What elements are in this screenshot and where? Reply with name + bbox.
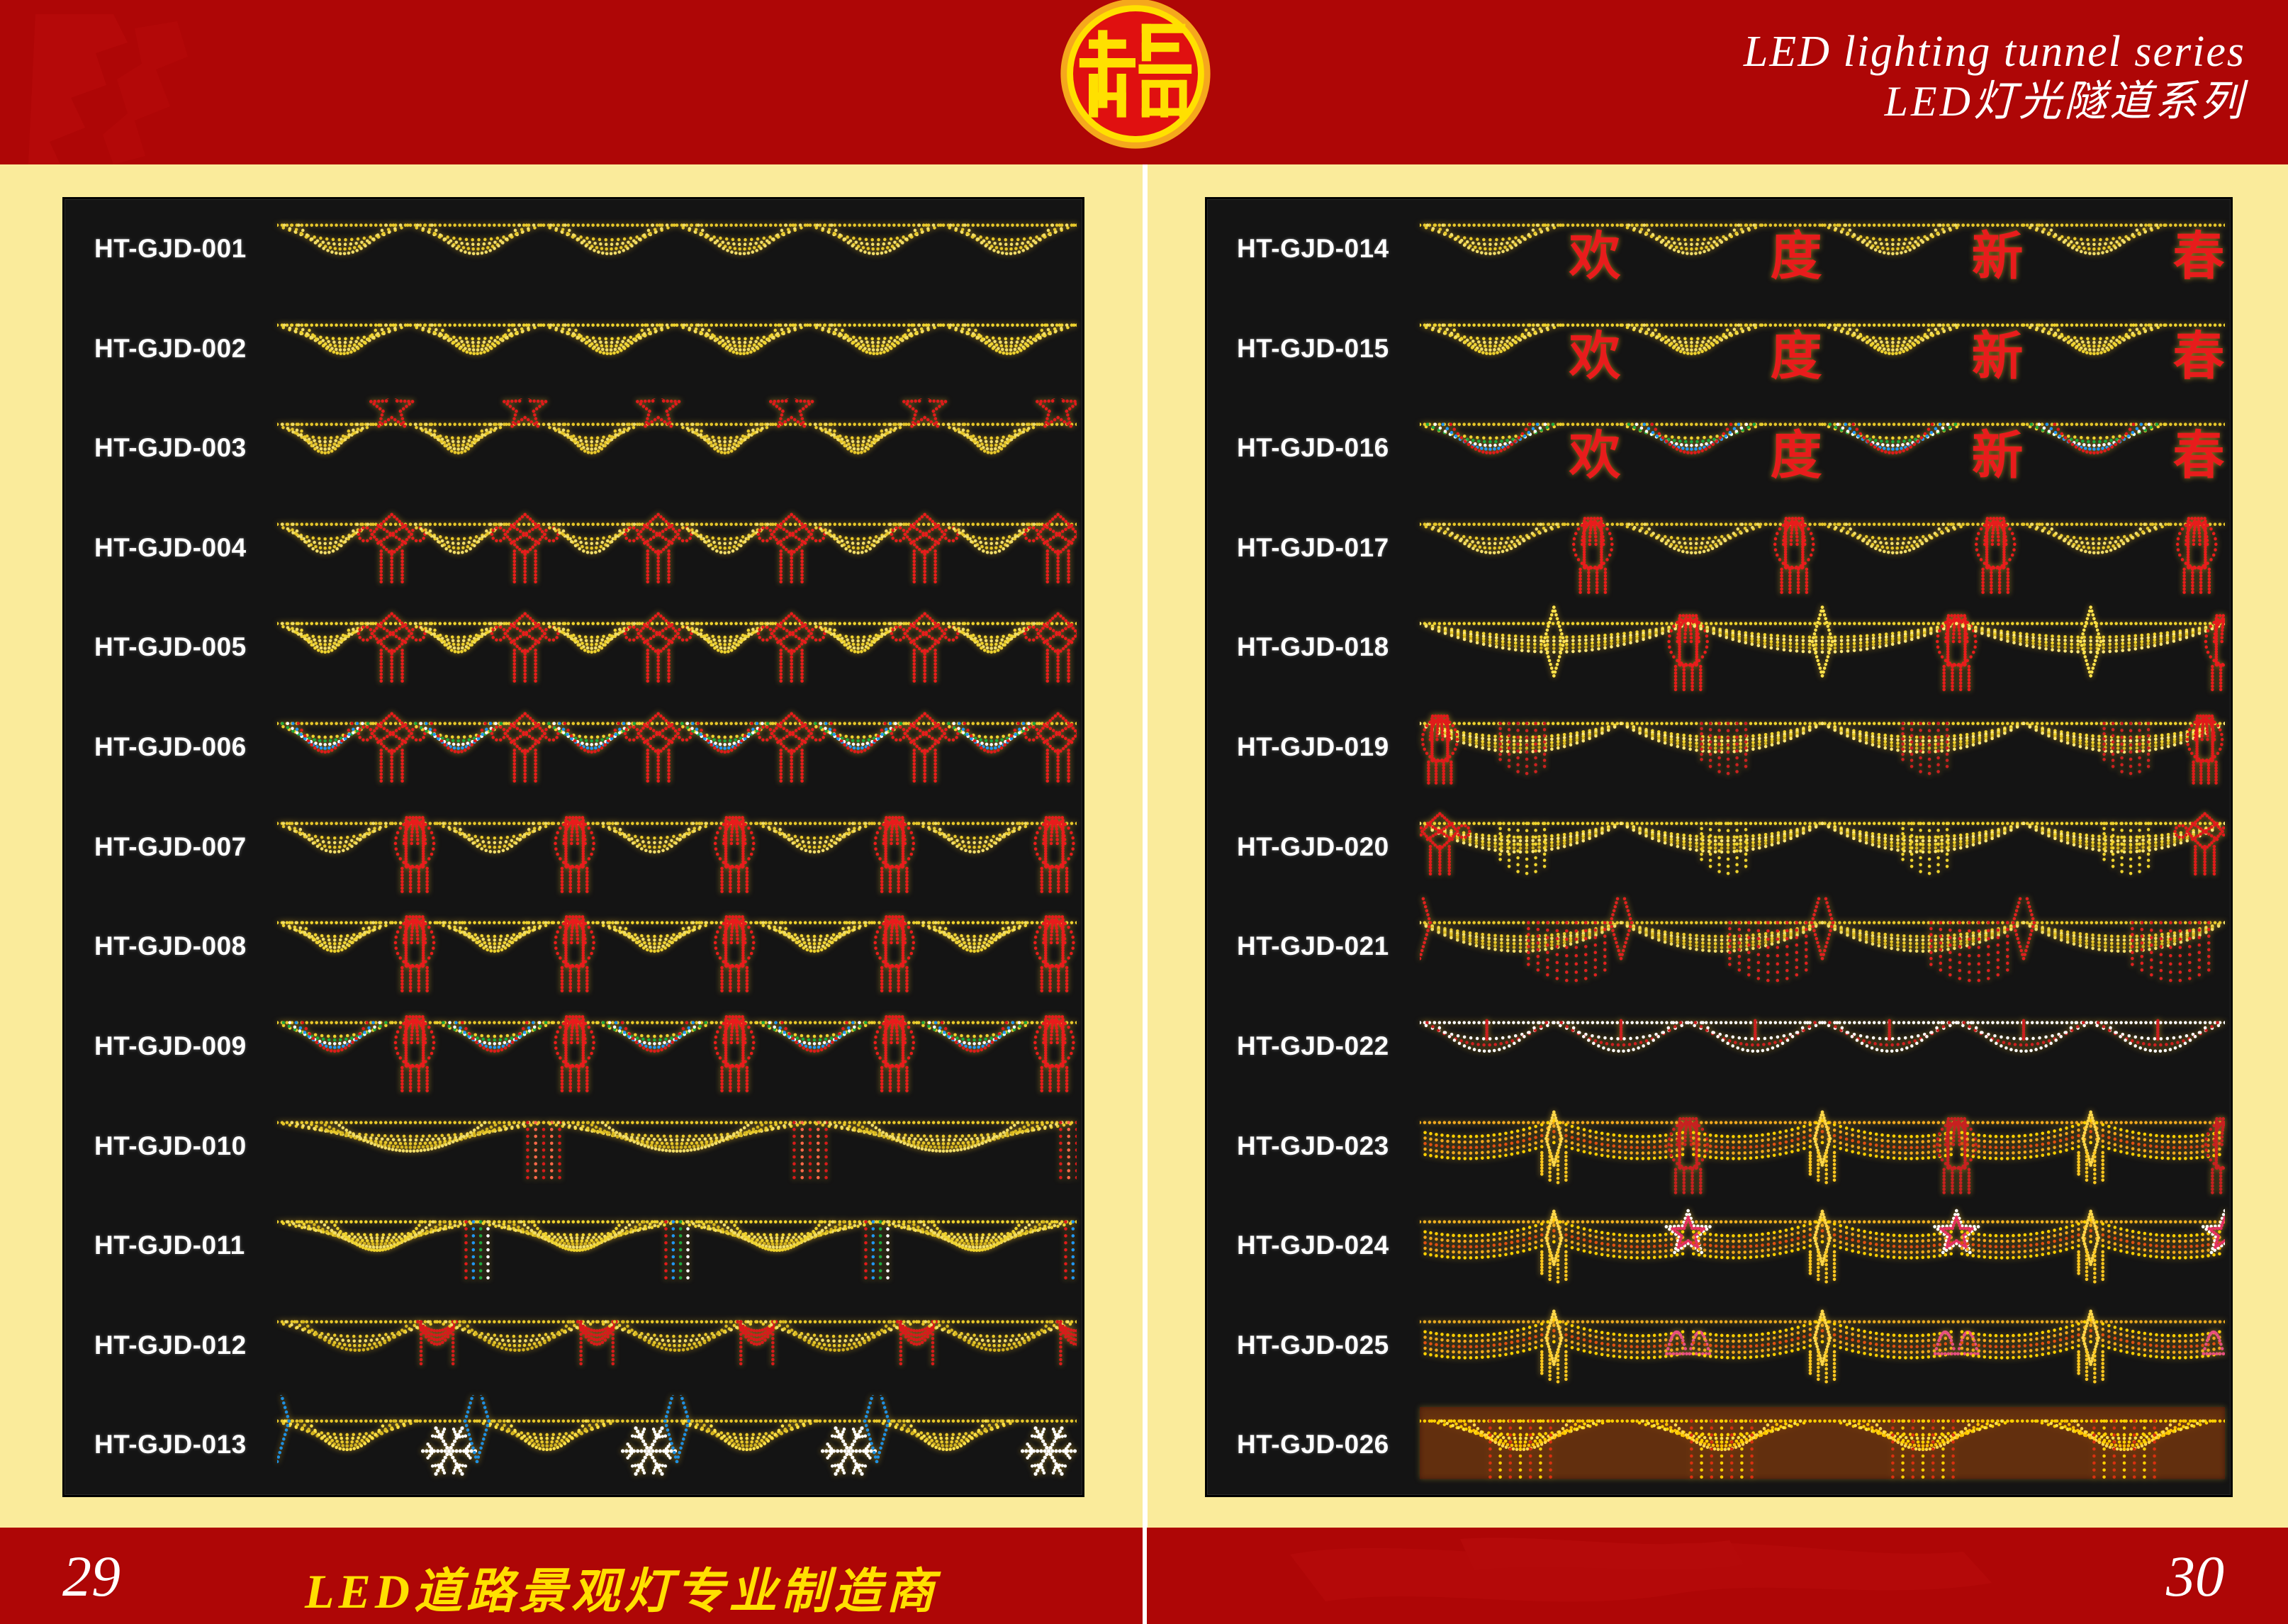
left-product-panel: HT-GJD-001 HT-GJD-002 HT-GJD-003 HT-GJD-004… xyxy=(62,197,1084,1497)
title-chinese: LED灯光隧道系列 xyxy=(1744,77,2245,125)
product-row[interactable]: HT-GJD-009 xyxy=(65,997,1082,1097)
product-row[interactable]: HT-GJD-023 xyxy=(1207,1097,2231,1197)
product-code: HT-GJD-022 xyxy=(1237,1031,1389,1061)
product-light-art xyxy=(275,698,1082,797)
product-light-art xyxy=(1418,698,2227,797)
product-row[interactable]: HT-GJD-016 欢度新春 xyxy=(1207,398,2231,498)
product-light-art xyxy=(275,997,1079,1097)
product-row[interactable]: HT-GJD-005 xyxy=(65,598,1082,698)
product-light-art xyxy=(1418,598,2231,698)
product-code: HT-GJD-021 xyxy=(1237,931,1389,961)
product-code: HT-GJD-014 xyxy=(1237,234,1389,264)
right-product-panel: HT-GJD-014 欢度新春 HT-GJD-015 欢度新春 HT-GJD-016 欢度… xyxy=(1205,197,2233,1497)
product-light-art xyxy=(1418,1296,2231,1396)
product-code: HT-GJD-007 xyxy=(94,832,247,862)
product-row[interactable]: HT-GJD-014 欢度新春 xyxy=(1207,199,2231,299)
header-title-block: LED lighting tunnel series LED灯光隧道系列 xyxy=(1744,27,2245,125)
product-row[interactable]: HT-GJD-017 xyxy=(1207,498,2231,598)
product-row[interactable]: HT-GJD-002 xyxy=(65,299,1082,399)
product-row[interactable]: HT-GJD-018 xyxy=(1207,598,2231,698)
product-light-art: 欢度新春 xyxy=(1418,398,2227,498)
product-code: HT-GJD-013 xyxy=(94,1430,247,1460)
product-row[interactable]: HT-GJD-025 xyxy=(1207,1296,2231,1396)
product-row[interactable]: HT-GJD-006 xyxy=(65,698,1082,797)
product-code: HT-GJD-019 xyxy=(1237,732,1389,762)
product-code: HT-GJD-005 xyxy=(94,632,247,662)
product-light-art xyxy=(275,598,1082,698)
product-light-art xyxy=(275,1097,1079,1197)
left-page-number: 29 xyxy=(62,1543,120,1610)
fu-character-emblem-icon xyxy=(1060,0,1211,149)
product-row[interactable]: HT-GJD-011 xyxy=(65,1196,1082,1296)
product-code: HT-GJD-012 xyxy=(94,1331,247,1360)
product-row[interactable]: HT-GJD-026 xyxy=(1207,1395,2231,1495)
page-header: LED lighting tunnel series LED灯光隧道系列 xyxy=(0,0,2288,164)
product-code: HT-GJD-004 xyxy=(94,533,247,563)
product-row[interactable]: HT-GJD-020 xyxy=(1207,797,2231,897)
product-code: HT-GJD-010 xyxy=(94,1131,247,1161)
product-code: HT-GJD-011 xyxy=(94,1231,245,1260)
product-light-art xyxy=(275,1196,1082,1296)
product-light-art xyxy=(275,199,1079,299)
product-light-art xyxy=(1418,1097,2231,1197)
product-code: HT-GJD-006 xyxy=(94,732,247,762)
product-code: HT-GJD-015 xyxy=(1237,334,1389,364)
product-row[interactable]: HT-GJD-024 xyxy=(1207,1196,2231,1296)
product-row[interactable]: HT-GJD-003 xyxy=(65,384,1082,498)
product-light-art xyxy=(275,498,1082,598)
product-row[interactable]: HT-GJD-021 xyxy=(1207,885,2231,997)
product-code: HT-GJD-024 xyxy=(1237,1231,1389,1260)
product-light-art xyxy=(275,797,1079,897)
product-code: HT-GJD-025 xyxy=(1237,1331,1389,1360)
product-light-art: 欢度新春 xyxy=(1418,199,2227,299)
product-light-art xyxy=(1418,1395,2227,1495)
product-code: HT-GJD-016 xyxy=(1237,433,1389,463)
product-row[interactable]: HT-GJD-019 xyxy=(1207,698,2231,797)
title-english: LED lighting tunnel series xyxy=(1744,27,2245,77)
product-code: HT-GJD-001 xyxy=(94,234,247,264)
product-row[interactable]: HT-GJD-013 xyxy=(65,1379,1082,1495)
product-light-art xyxy=(1407,885,2227,997)
product-row[interactable]: HT-GJD-015 欢度新春 xyxy=(1207,299,2231,399)
footer-watermark xyxy=(1290,1538,1992,1602)
product-light-art xyxy=(275,897,1079,997)
header-watermark xyxy=(28,14,188,164)
product-light-art xyxy=(1418,498,2227,598)
product-row[interactable]: HT-GJD-001 xyxy=(65,199,1082,299)
catalog-body: HT-GJD-001 HT-GJD-002 HT-GJD-003 HT-GJD-004… xyxy=(0,164,2288,1528)
product-code: HT-GJD-018 xyxy=(1237,632,1389,662)
product-light-art xyxy=(263,1379,1079,1495)
product-code: HT-GJD-008 xyxy=(94,931,247,961)
page-divider xyxy=(1143,164,1148,1528)
product-row[interactable]: HT-GJD-022 xyxy=(1207,997,2231,1097)
product-light-art xyxy=(275,384,1081,498)
footer-divider xyxy=(1143,1528,1147,1624)
product-code: HT-GJD-003 xyxy=(94,433,247,463)
product-row[interactable]: HT-GJD-004 xyxy=(65,498,1082,598)
product-code: HT-GJD-020 xyxy=(1237,832,1389,862)
product-code: HT-GJD-017 xyxy=(1237,533,1389,563)
product-light-art xyxy=(275,1296,1082,1396)
footer-slogan: LED道路景观灯专业制造商 xyxy=(305,1552,938,1622)
page-footer: 29 LED道路景观灯专业制造商 30 xyxy=(0,1528,2288,1624)
right-page-number: 30 xyxy=(2166,1543,2224,1610)
product-code: HT-GJD-023 xyxy=(1237,1131,1389,1161)
product-row[interactable]: HT-GJD-012 xyxy=(65,1296,1082,1396)
product-code: HT-GJD-026 xyxy=(1237,1430,1389,1460)
product-code: HT-GJD-002 xyxy=(94,334,247,364)
product-light-art: 欢度新春 xyxy=(1418,299,2227,399)
product-row[interactable]: HT-GJD-008 xyxy=(65,897,1082,997)
product-light-art xyxy=(1418,1196,2231,1296)
product-code: HT-GJD-009 xyxy=(94,1031,247,1061)
product-light-art xyxy=(1418,997,2227,1097)
product-light-art xyxy=(1408,797,2231,897)
product-light-art xyxy=(275,299,1079,399)
product-row[interactable]: HT-GJD-010 xyxy=(65,1097,1082,1197)
product-row[interactable]: HT-GJD-007 xyxy=(65,797,1082,897)
